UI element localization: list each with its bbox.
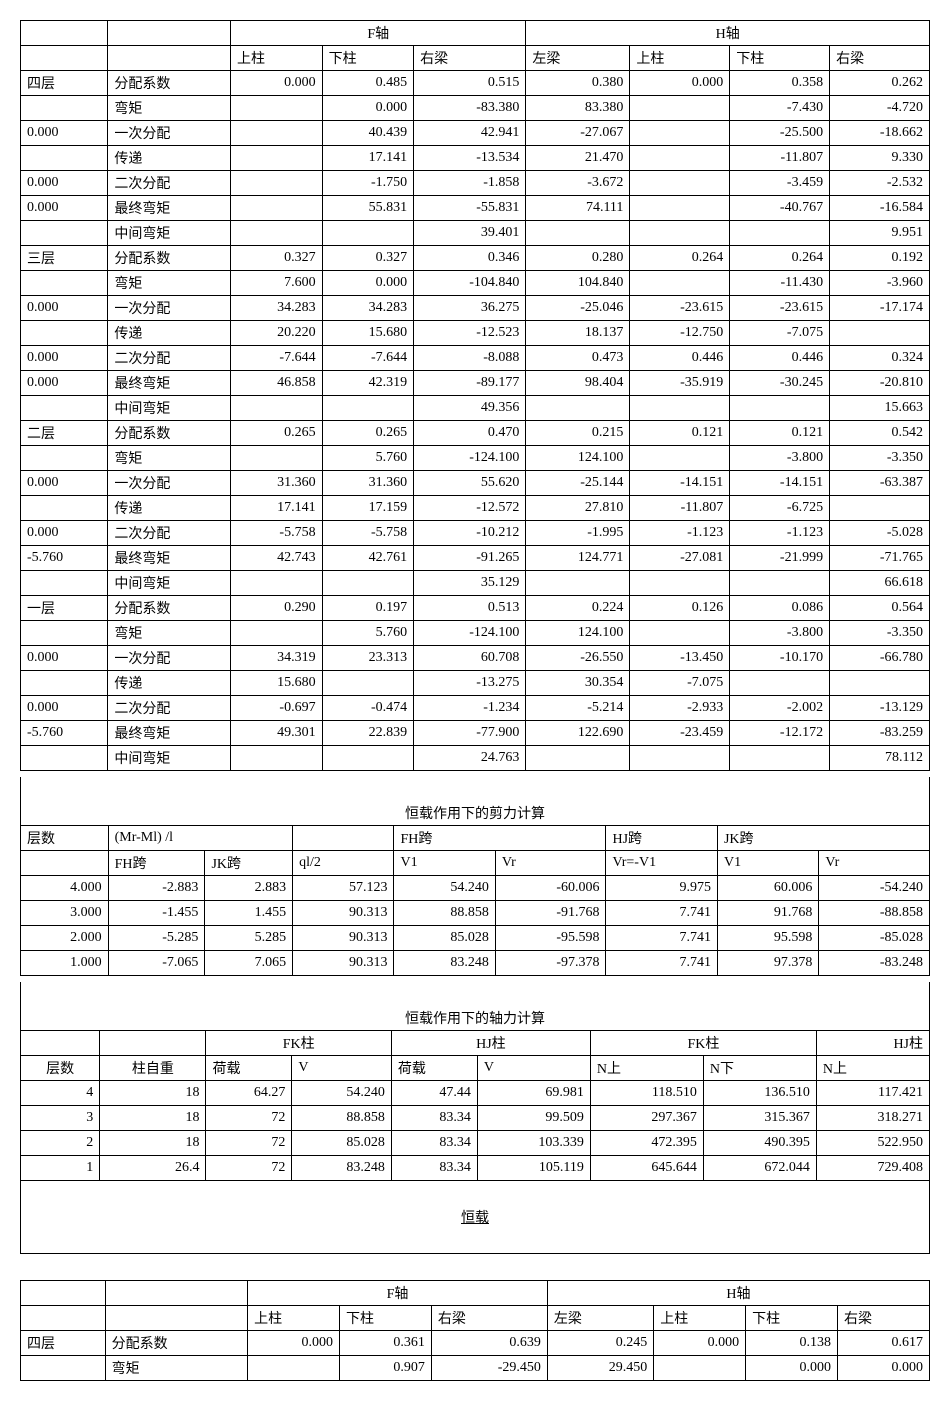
f-axis-header: F轴 [231,21,526,46]
t4-axis-header: F轴 H轴 [21,1281,930,1306]
shear-title: 恒载作用下的剪力计算 [21,801,930,826]
table-row: 中间弯矩24.76378.112 [21,746,930,771]
shear-header-2: FH跨 JK跨 ql/2 V1 Vr Vr=-V1 V1 Vr [21,851,930,876]
t4-col-header: 上柱 下柱 右梁 左梁 上柱 下柱 右梁 [21,1306,930,1331]
table-row: 中间弯矩35.12966.618 [21,571,930,596]
table-row: 弯矩5.760-124.100124.100-3.800-3.350 [21,446,930,471]
axial-title: 恒载作用下的轴力计算 [21,1006,930,1031]
axis-header-row: F轴 H轴 [21,21,930,46]
shear-table: 恒载作用下的剪力计算 层数 (Mr-Ml) /l FH跨 HJ跨 JK跨 FH跨… [20,777,930,976]
table-row: 0.000二次分配-1.750-1.858-3.672-3.459-2.532 [21,171,930,196]
footer-label: 恒载 [461,1211,489,1226]
table-row: 4.000-2.8832.88357.12354.240-60.0069.975… [21,876,930,901]
table-row: 弯矩7.6000.000-104.840104.840-11.430-3.960 [21,271,930,296]
table-row: 126.47283.24883.34105.119645.644672.0447… [21,1156,930,1181]
table-row: -5.760最终弯矩42.74342.761-91.265124.771-27.… [21,546,930,571]
axial-header-1: FK柱 HJ柱 FK柱 HJ柱 [21,1031,930,1056]
table-row: 0.000一次分配31.36031.36055.620-25.144-14.15… [21,471,930,496]
axial-table: 恒载作用下的轴力计算 FK柱 HJ柱 FK柱 HJ柱 层数 柱自重 荷载 V 荷… [20,982,930,1254]
table-row: 弯矩5.760-124.100124.100-3.800-3.350 [21,621,930,646]
moment-distribution-table: F轴 H轴 上柱 下柱 右梁 左梁 上柱 下柱 右梁 四层分配系数0.0000.… [20,20,930,771]
table-row: 0.000最终弯矩55.831-55.83174.111-40.767-16.5… [21,196,930,221]
table-row: 3.000-1.4551.45590.31388.858-91.7687.741… [21,901,930,926]
axial-header-2: 层数 柱自重 荷载 V 荷载 V N上 N下 N上 [21,1056,930,1081]
h-axis-header: H轴 [526,21,930,46]
table-row: 传递17.14117.159-12.57227.810-11.807-6.725 [21,496,930,521]
t4-row-1: 弯矩 0.907 -29.450 29.450 0.000 0.000 [21,1356,930,1381]
table-row: 2.000-5.2855.28590.31385.028-95.5987.741… [21,926,930,951]
table-row: 41864.2754.24047.4469.981118.510136.5101… [21,1081,930,1106]
table-row: 传递17.141-13.53421.470-11.8079.330 [21,146,930,171]
table-row: -5.760最终弯矩49.30122.839-77.900122.690-23.… [21,721,930,746]
table-row: 0.000二次分配-0.697-0.474-1.234-5.214-2.933-… [21,696,930,721]
table-row: 中间弯矩49.35615.663 [21,396,930,421]
axial-title-row: 恒载作用下的轴力计算 [21,1006,930,1031]
table-row: 0.000最终弯矩46.85842.319-89.17798.404-35.91… [21,371,930,396]
table-row: 传递20.22015.680-12.52318.137-12.750-7.075 [21,321,930,346]
table-row: 2187285.02883.34103.339472.395490.395522… [21,1131,930,1156]
table-row: 传递15.680-13.27530.354-7.075 [21,671,930,696]
table-row: 1.000-7.0657.06590.31383.248-97.3787.741… [21,951,930,976]
t4-row-0: 四层 分配系数 0.000 0.361 0.639 0.245 0.000 0.… [21,1331,930,1356]
table-row: 0.000一次分配40.43942.941-27.067-25.500-18.6… [21,121,930,146]
table-row: 3187288.85883.3499.509297.367315.367318.… [21,1106,930,1131]
table-row: 四层分配系数0.0000.4850.5150.3800.0000.3580.26… [21,71,930,96]
table-row: 0.000二次分配-5.758-5.758-10.212-1.995-1.123… [21,521,930,546]
shear-title-row: 恒载作用下的剪力计算 [21,801,930,826]
shear-header-1: 层数 (Mr-Ml) /l FH跨 HJ跨 JK跨 [21,826,930,851]
table-row: 二层分配系数0.2650.2650.4700.2150.1210.1210.54… [21,421,930,446]
table-row: 中间弯矩39.4019.951 [21,221,930,246]
column-header-row: 上柱 下柱 右梁 左梁 上柱 下柱 右梁 [21,46,930,71]
table-row: 0.000一次分配34.31923.31360.708-26.550-13.45… [21,646,930,671]
table4: F轴 H轴 上柱 下柱 右梁 左梁 上柱 下柱 右梁 四层 分配系数 0.000… [20,1280,930,1381]
table-row: 0.000一次分配34.28334.28336.275-25.046-23.61… [21,296,930,321]
table-row: 三层分配系数0.3270.3270.3460.2800.2640.2640.19… [21,246,930,271]
table-row: 一层分配系数0.2900.1970.5130.2240.1260.0860.56… [21,596,930,621]
table-row: 弯矩0.000-83.38083.380-7.430-4.720 [21,96,930,121]
table-row: 0.000二次分配-7.644-7.644-8.0880.4730.4460.4… [21,346,930,371]
